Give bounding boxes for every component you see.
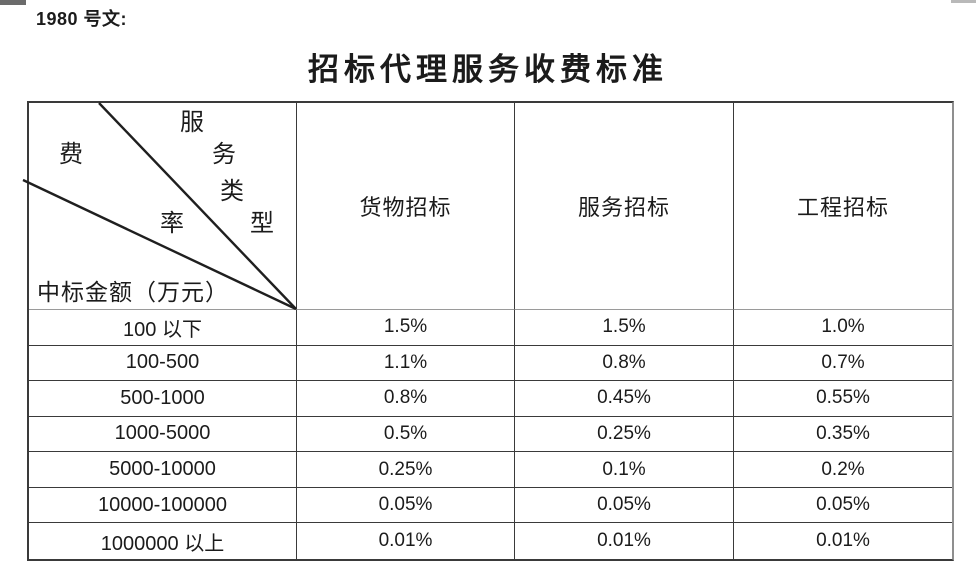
rate-value-cell: 0.01%	[297, 523, 515, 559]
corner-label-fee-char2: 率	[160, 211, 184, 237]
scrollbar-edge-artifact	[951, 0, 976, 3]
rate-value-cell: 0.1%	[515, 452, 734, 488]
rate-value-cell: 0.05%	[297, 487, 515, 524]
corner-label-fee-char1: 费	[59, 142, 83, 168]
rate-value-cell: 0.01%	[816, 530, 870, 552]
column-header-engineering: 工程招标	[734, 103, 952, 310]
corner-label-service-char1: 服	[180, 110, 204, 136]
rate-value-cell: 0.25%	[297, 452, 515, 488]
rate-value-cell: 1.1%	[297, 345, 515, 382]
rate-value-cell: 0.8%	[297, 381, 515, 417]
screenshot-corner-artifact	[0, 0, 26, 5]
rate-value-cell: 1.5%	[515, 310, 734, 346]
row-label-cell: 500-1000	[29, 381, 297, 417]
rate-value-cell: 0.05%	[734, 488, 952, 524]
row-label-cell: 100 以下	[29, 310, 297, 346]
rate-value-cell: 1.5%	[297, 310, 515, 346]
row-label-cell: 10000-100000	[29, 487, 297, 524]
column-header-goods: 货物招标	[297, 103, 515, 310]
rate-value-cell: 0.2%	[734, 452, 952, 488]
rate-value-cell: 0.8%	[515, 345, 734, 382]
doc-number: 1980 号文:	[36, 9, 128, 29]
rate-value-cell: 0.55%	[734, 381, 952, 417]
corner-label-service-char4: 型	[250, 211, 274, 237]
fee-table: 服 费 务 类 率 型 中标金额（万元） 货物招标 服务招标 工程招标 100 …	[22, 101, 954, 561]
row-label-cell: 1000-5000	[29, 416, 297, 453]
rate-value-cell: 1.0%	[734, 310, 952, 346]
row-axis-label: 中标金额（万元）	[37, 280, 229, 305]
rate-value-cell: 0.05%	[515, 487, 734, 524]
corner-label-service-char3: 类	[220, 179, 244, 205]
column-header-service: 服务招标	[515, 103, 734, 310]
corner-label-service-char2: 务	[212, 142, 236, 168]
rate-value-cell: 0.01%	[515, 523, 734, 559]
row-label-cell: 5000-10000	[29, 452, 297, 488]
row-label-cell: 100-500	[29, 345, 297, 382]
diagonal-header-cell: 服 费 务 类 率 型 中标金额（万元）	[22, 102, 297, 311]
row-label-cell: 1000000 以上	[29, 523, 297, 559]
rate-value-cell: 0.45%	[515, 381, 734, 417]
rate-value-cell: 0.7%	[734, 346, 952, 382]
page-title: 招标代理服务收费标准	[308, 52, 668, 87]
rate-value-cell: 0.35%	[734, 417, 952, 453]
rate-value-cell: 0.25%	[515, 416, 734, 453]
rate-value-cell: 0.5%	[297, 416, 515, 453]
diagonal-lines	[22, 102, 297, 311]
